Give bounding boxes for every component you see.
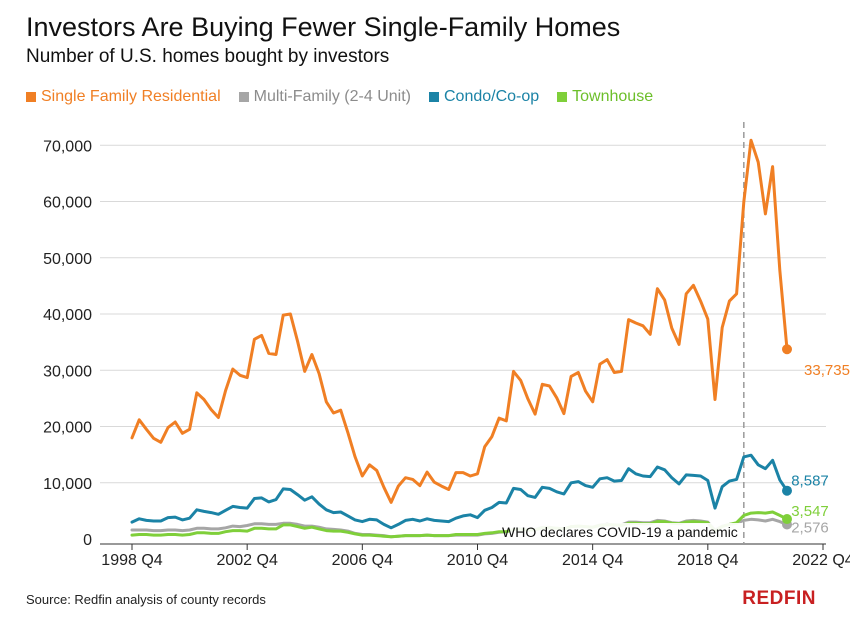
y-tick-label: 60,000: [43, 195, 92, 212]
end-point-3: [782, 514, 792, 525]
end-value-label: 2,576: [791, 520, 829, 537]
y-tick-label: 70,000: [43, 138, 92, 155]
y-tick-label: 30,000: [43, 363, 92, 380]
end-point-0: [782, 344, 792, 355]
y-tick-label: 40,000: [43, 307, 92, 324]
y-tick-label: 50,000: [43, 251, 92, 268]
chart-title: Investors Are Buying Fewer Single-Family…: [26, 12, 621, 42]
end-value-label: 33,735: [804, 362, 850, 379]
legend-label-single-family: Single Family Residential: [41, 88, 221, 105]
legend-swatch-condo: [428, 92, 439, 102]
series-line-2: [130, 453, 789, 530]
x-tick-label: 2010 Q4: [447, 552, 508, 569]
series-line-0: [130, 138, 789, 504]
x-tick-label: 2002 Q4: [216, 552, 277, 569]
y-tick-label: 0: [83, 532, 92, 549]
x-tick-label: 2022 Q4: [792, 552, 850, 569]
end-value-label: 3,547: [791, 503, 829, 520]
legend-item-single-family: Single Family Residential: [26, 88, 221, 106]
end-value-label: 8,587: [791, 473, 829, 490]
legend-swatch-townhouse: [557, 92, 568, 102]
legend-label-multi-family: Multi-Family (2-4 Unit): [253, 88, 411, 105]
source-note: Source: Redfin analysis of county record…: [26, 592, 266, 607]
brand-logo: REDFIN: [742, 588, 816, 609]
x-tick-label: 2018 Q4: [677, 552, 738, 569]
legend-label-condo: Condo/Co-op: [443, 88, 540, 105]
legend-item-condo: Condo/Co-op: [428, 88, 540, 106]
pandemic-label-background: [509, 523, 742, 541]
legend-swatch-multi-family: [238, 92, 249, 102]
end-point-2: [782, 485, 792, 496]
y-tick-label: 10,000: [43, 476, 92, 493]
chart-subtitle: Number of U.S. homes bought by investors: [26, 46, 390, 67]
x-tick-label: 2006 Q4: [332, 552, 393, 569]
chart-legend: Single Family Residential Multi-Family (…: [26, 88, 653, 106]
pandemic-label: WHO declares COVID-19 a pandemic: [502, 524, 738, 540]
legend-swatch-single-family: [26, 92, 36, 102]
legend-label-townhouse: Townhouse: [572, 88, 654, 105]
y-tick-label: 20,000: [43, 420, 92, 437]
x-tick-label: 1998 Q4: [101, 552, 162, 569]
legend-item-multi-family: Multi-Family (2-4 Unit): [238, 88, 411, 106]
legend-item-townhouse: Townhouse: [557, 88, 653, 106]
x-tick-label: 2014 Q4: [562, 552, 623, 569]
